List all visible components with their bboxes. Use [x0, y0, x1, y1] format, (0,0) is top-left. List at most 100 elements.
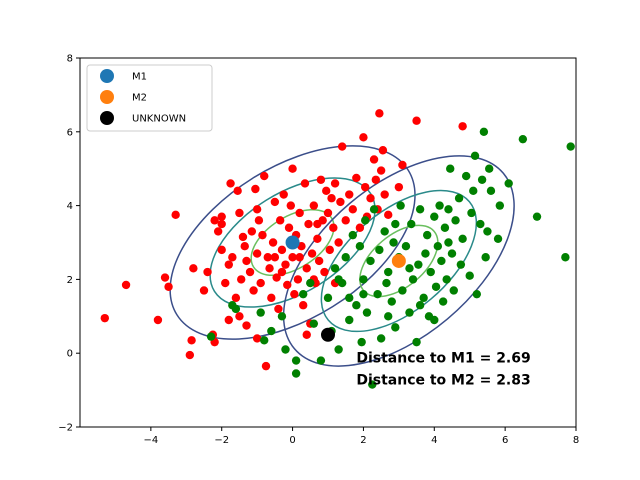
legend: M1 M2 UNKNOWN	[86, 64, 213, 132]
scatter-point	[394, 182, 404, 192]
scatter-point	[479, 127, 489, 136]
scatter-point	[307, 249, 317, 258]
scatter-point	[267, 326, 276, 336]
scatter-point	[314, 256, 324, 266]
scatter-point	[380, 190, 389, 199]
scatter-point	[247, 227, 257, 236]
scatter-point	[249, 286, 258, 295]
scatter-point	[398, 286, 407, 295]
scatter-point	[240, 241, 249, 251]
scatter-point	[189, 264, 198, 273]
scatter-point	[295, 208, 304, 218]
scatter-point	[470, 151, 480, 160]
scatter-point	[316, 175, 326, 184]
scatter-point	[309, 201, 319, 210]
scatter-point	[430, 315, 439, 325]
scatter-point	[384, 210, 393, 220]
scatter-point	[384, 312, 393, 321]
scatter-point	[329, 223, 338, 232]
scatter-point	[281, 260, 290, 269]
scatter-point	[267, 293, 276, 303]
center-marker-m2	[391, 253, 406, 268]
scatter-point	[235, 312, 244, 321]
scatter-point	[281, 345, 290, 354]
scatter-point	[476, 219, 485, 229]
scatter-point	[235, 208, 244, 218]
scatter-point	[414, 260, 423, 269]
scatter-point	[449, 286, 458, 295]
scatter-point	[438, 297, 448, 306]
scatter-point	[458, 122, 467, 131]
scatter-point	[485, 164, 494, 173]
scatter-point	[458, 234, 467, 244]
scatter-point	[237, 275, 246, 284]
scatter-point	[451, 216, 460, 225]
scatter-point	[261, 361, 271, 371]
scatter-point	[286, 201, 295, 210]
scatter-point	[251, 184, 260, 194]
scatter-point	[376, 334, 386, 343]
scatter-point	[444, 238, 453, 247]
scatter-point	[435, 201, 444, 210]
scatter-point	[461, 171, 471, 181]
scatter-point	[361, 216, 370, 225]
scatter-point	[336, 197, 345, 207]
scatter-point	[384, 267, 393, 277]
scatter-point	[270, 197, 280, 207]
scatter-point	[391, 219, 400, 229]
scatter-point	[304, 219, 313, 229]
scatter-point	[334, 275, 343, 284]
scatter-point	[277, 245, 287, 255]
scatter-point	[323, 293, 333, 303]
scatter-point	[231, 304, 241, 314]
scatter-point	[437, 256, 446, 266]
scatter-point	[442, 275, 451, 284]
scatter-point	[391, 323, 400, 332]
data-points	[100, 109, 575, 389]
x-tick-label: 0	[289, 435, 295, 446]
scatter-point	[465, 271, 474, 280]
scatter-point	[291, 356, 301, 365]
y-axis: −2 0 2 4 6 8	[58, 54, 80, 434]
annotations: Distance to M1 = 2.69 Distance to M2 = 2.…	[356, 350, 530, 388]
scatter-point	[532, 212, 542, 221]
scatter-point	[408, 275, 418, 284]
center-marker-m1	[285, 235, 300, 250]
distance-annotation: Distance to M2 = 2.83	[356, 373, 530, 389]
scatter-point	[295, 253, 304, 262]
scatter-point	[254, 216, 264, 225]
scatter-point	[316, 356, 326, 365]
legend-box	[86, 64, 213, 132]
scatter-point	[238, 232, 248, 242]
center-marker-unknown	[321, 327, 335, 342]
scatter-point	[446, 164, 455, 173]
scatter-point	[415, 205, 425, 214]
scatter-point	[380, 227, 389, 236]
scatter-point	[493, 234, 503, 244]
x-tick-label: −4	[143, 435, 158, 446]
scatter-point	[472, 289, 481, 299]
scatter-point	[348, 205, 357, 214]
scatter-point	[290, 289, 299, 299]
scatter-point	[213, 227, 223, 236]
scatter-point	[369, 155, 379, 164]
scatter-point	[456, 260, 466, 269]
scatter-point	[483, 227, 492, 236]
scatter-point	[486, 186, 496, 196]
scatter-point	[268, 238, 278, 247]
scatter-point	[322, 186, 331, 196]
scatter-point	[405, 264, 414, 273]
scatter-point	[345, 315, 354, 325]
scatter-point	[412, 116, 421, 125]
scatter-point	[382, 278, 391, 288]
scatter-point	[352, 173, 361, 183]
scatter-point	[256, 278, 265, 288]
x-tick-label: −2	[214, 435, 229, 446]
scatter-point	[423, 230, 432, 240]
scatter-point	[206, 332, 216, 341]
scatter-point	[313, 234, 322, 244]
scatter-point	[299, 289, 308, 299]
x-tick-label: 6	[502, 435, 508, 446]
scatter-point	[477, 175, 487, 184]
contour-ellipse	[282, 155, 515, 367]
